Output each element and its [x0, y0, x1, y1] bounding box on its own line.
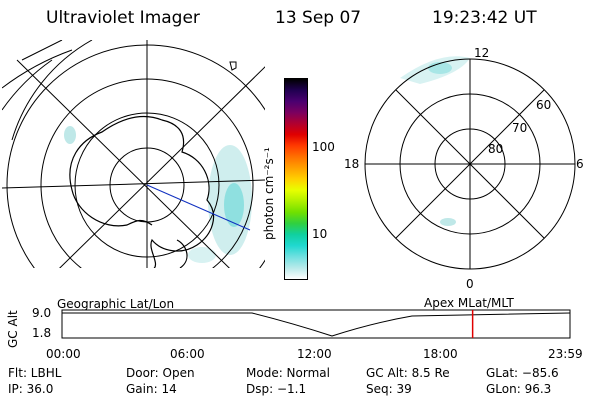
mlt-lat-80: 80 [488, 142, 503, 156]
geo-map-caption: Geographic Lat/Lon [57, 297, 174, 311]
colorbar-tick-100: 100 [312, 140, 335, 154]
status-glat: GLat: −85.6 [486, 366, 559, 380]
status-flt: Flt: LBHL [8, 366, 62, 380]
mlt-lat-60: 60 [536, 98, 551, 112]
mlt-hour-12: 12 [474, 46, 489, 60]
date-label: 13 Sep 07 [275, 8, 362, 28]
altitude-tick-9: 9.0 [32, 306, 52, 320]
status-seq: Seq: 39 [366, 382, 412, 396]
mlt-aurora-glow [400, 56, 470, 226]
altitude-xtick-1200: 12:00 [297, 347, 332, 361]
altitude-xtick-2359: 23:59 [548, 347, 583, 361]
status-gc-alt: GC Alt: 8.5 Re [366, 366, 450, 380]
status-mode: Mode: Normal [246, 366, 330, 380]
altitude-ylabel: GC Alt [6, 310, 20, 348]
status-dsp: Dsp: −1.1 [246, 382, 307, 396]
colorbar [284, 78, 308, 280]
altitude-xtick-0600: 06:00 [170, 347, 205, 361]
mlt-lat-70: 70 [512, 121, 527, 135]
time-label: 19:23:42 UT [432, 8, 537, 28]
altitude-plot [61, 309, 571, 339]
altitude-xtick-0000: 00:00 [46, 347, 81, 361]
colorbar-unit-label: photon cm⁻²s⁻¹ [262, 147, 276, 240]
status-glon: GLon: 96.3 [486, 382, 552, 396]
status-door: Door: Open [126, 366, 195, 380]
status-ip: IP: 36.0 [8, 382, 54, 396]
mlt-hour-18: 18 [344, 157, 359, 171]
geo-aurora-glow [64, 126, 252, 263]
colorbar-tick-10: 10 [312, 227, 328, 241]
altitude-tick-1-8: 1.8 [32, 326, 52, 340]
mlt-map: 12 18 6 0 60 70 80 [344, 46, 584, 291]
status-gain: Gain: 14 [126, 382, 177, 396]
geographic-map: Geographic Lat/Lon [2, 40, 265, 311]
altitude-xtick-1800: 18:00 [423, 347, 458, 361]
instrument-title: Ultraviolet Imager [46, 8, 200, 28]
mlt-hour-0: 0 [466, 277, 474, 291]
mlt-hour-6: 6 [576, 157, 584, 171]
mlt-map-caption: Apex MLat/MLT [424, 296, 514, 310]
